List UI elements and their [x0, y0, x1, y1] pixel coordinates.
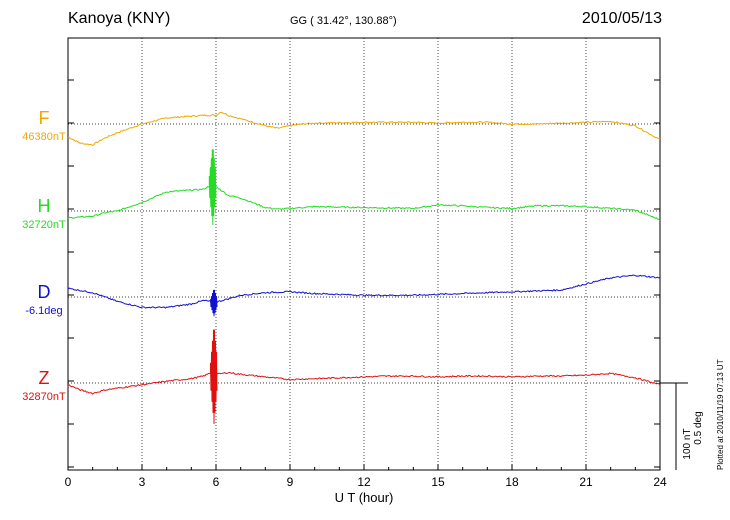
- station-title: Kanoya (KNY): [68, 10, 171, 27]
- x-tick-label: 15: [431, 475, 445, 489]
- x-tick-label: 9: [287, 475, 294, 489]
- series-line-f: [67, 111, 661, 146]
- component-baseline: 46380nT: [22, 131, 66, 143]
- series-line-z: [68, 329, 661, 425]
- chart-date: 2010/05/13: [581, 10, 662, 27]
- component-label-h: H 32720nT: [14, 196, 74, 231]
- x-tick-label: 6: [213, 475, 220, 489]
- component-symbol: D: [37, 282, 51, 302]
- scale-bar: 100 nT 0.5 deg: [660, 382, 704, 470]
- x-tick-label: 21: [579, 475, 593, 489]
- scale-label-deg: 0.5 deg: [693, 411, 704, 444]
- component-label-d: D -6.1deg: [14, 282, 74, 317]
- component-baseline: -6.1deg: [25, 305, 63, 317]
- component-symbol: F: [38, 108, 50, 128]
- x-tick-label: 0: [65, 475, 72, 489]
- component-symbol: Z: [38, 368, 50, 388]
- x-axis-label: U T (hour): [335, 490, 394, 505]
- x-tick-label: 18: [505, 475, 519, 489]
- series-group: [67, 111, 661, 425]
- x-tick-label: 3: [139, 475, 146, 489]
- grid-lines: [68, 38, 660, 470]
- component-label-z: Z 32870nT: [14, 368, 74, 403]
- station-coordinates: GG ( 31.42°, 130.88°): [290, 15, 397, 27]
- x-tick-label: 24: [653, 475, 667, 489]
- series-line-h: [67, 149, 661, 225]
- component-symbol: H: [37, 196, 51, 216]
- component-label-f: F 46380nT: [14, 108, 74, 143]
- plotted-note: Plotted at 2010/11/19 07:13 UT: [716, 359, 725, 470]
- component-baseline: 32870nT: [22, 391, 66, 403]
- scale-label-nt: 100 nT: [682, 428, 693, 459]
- x-tick-label: 12: [357, 475, 371, 489]
- component-baseline: 32720nT: [22, 219, 66, 231]
- series-line-d: [67, 274, 661, 317]
- x-axis: 0 3 6 9 12 15 18 21 24: [65, 79, 667, 489]
